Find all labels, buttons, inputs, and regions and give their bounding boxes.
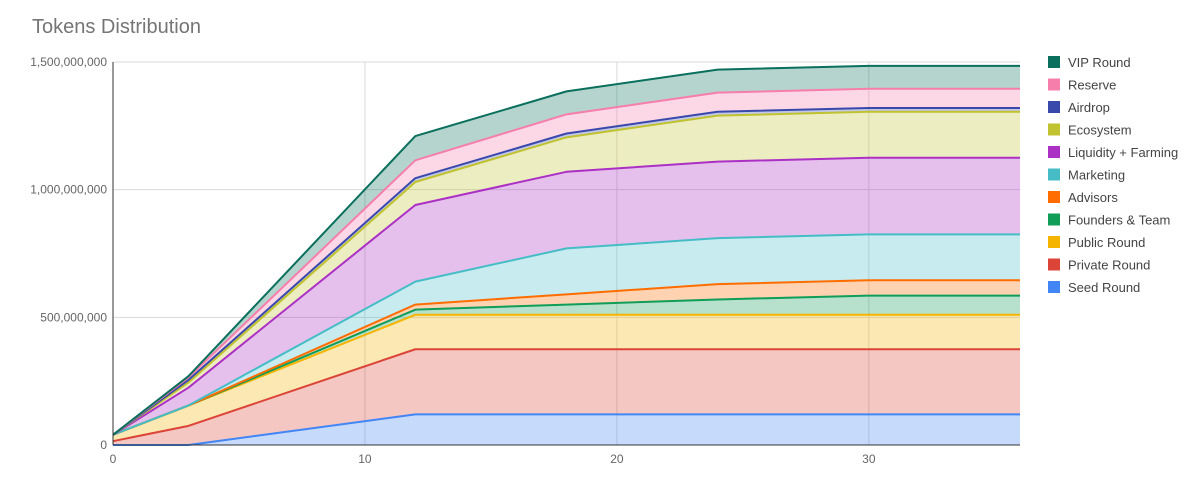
legend-swatch-reserve: [1048, 78, 1060, 91]
area-public-round: [113, 314, 1020, 442]
legend-label-marketing: Marketing: [1068, 168, 1125, 183]
legend-swatch-ecosystem: [1048, 123, 1060, 136]
x-tick-label: 0: [110, 452, 117, 466]
y-tick-label: 0: [100, 438, 107, 452]
y-tick-label: 1,000,000,000: [30, 183, 107, 197]
area-marketing: [113, 234, 1020, 435]
area-liquidity-farming: [113, 157, 1020, 435]
area-ecosystem: [113, 111, 1020, 435]
legend-label-seed-round: Seed Round: [1068, 280, 1140, 295]
area-founders-team: [113, 295, 1020, 435]
legend-label-private-round: Private Round: [1068, 258, 1150, 273]
legend-swatch-vip-round: [1048, 56, 1060, 68]
y-tick-label: 500,000,000: [40, 310, 107, 324]
area-private-round: [113, 349, 1020, 445]
legend-swatch-private-round: [1048, 258, 1060, 271]
legend-label-liquidity-farming: Liquidity + Farming: [1068, 145, 1178, 160]
legend-swatch-liquidity-farming: [1048, 146, 1060, 158]
x-tick-label: 20: [610, 452, 624, 466]
legend-swatch-advisors: [1048, 191, 1060, 203]
legend-label-public-round: Public Round: [1068, 235, 1145, 250]
chart-title: Tokens Distribution: [32, 16, 201, 38]
y-tick-label: 1,500,000,000: [30, 55, 107, 69]
legend-label-vip-round: VIP Round: [1068, 55, 1131, 70]
x-tick-label: 30: [862, 452, 876, 466]
legend-label-reserve: Reserve: [1068, 78, 1116, 93]
legend-swatch-airdrop: [1048, 101, 1060, 113]
legend-label-ecosystem: Ecosystem: [1068, 123, 1132, 138]
area-seed-round: [113, 414, 1020, 445]
legend-swatch-public-round: [1048, 236, 1060, 248]
legend-label-advisors: Advisors: [1068, 190, 1118, 205]
legend-label-founders-team: Founders & Team: [1068, 213, 1170, 228]
legend-swatch-marketing: [1048, 168, 1060, 181]
legend-swatch-seed-round: [1048, 281, 1060, 293]
legend-swatch-founders-team: [1048, 213, 1060, 226]
legend-label-airdrop: Airdrop: [1068, 100, 1110, 115]
x-tick-label: 10: [358, 452, 372, 466]
